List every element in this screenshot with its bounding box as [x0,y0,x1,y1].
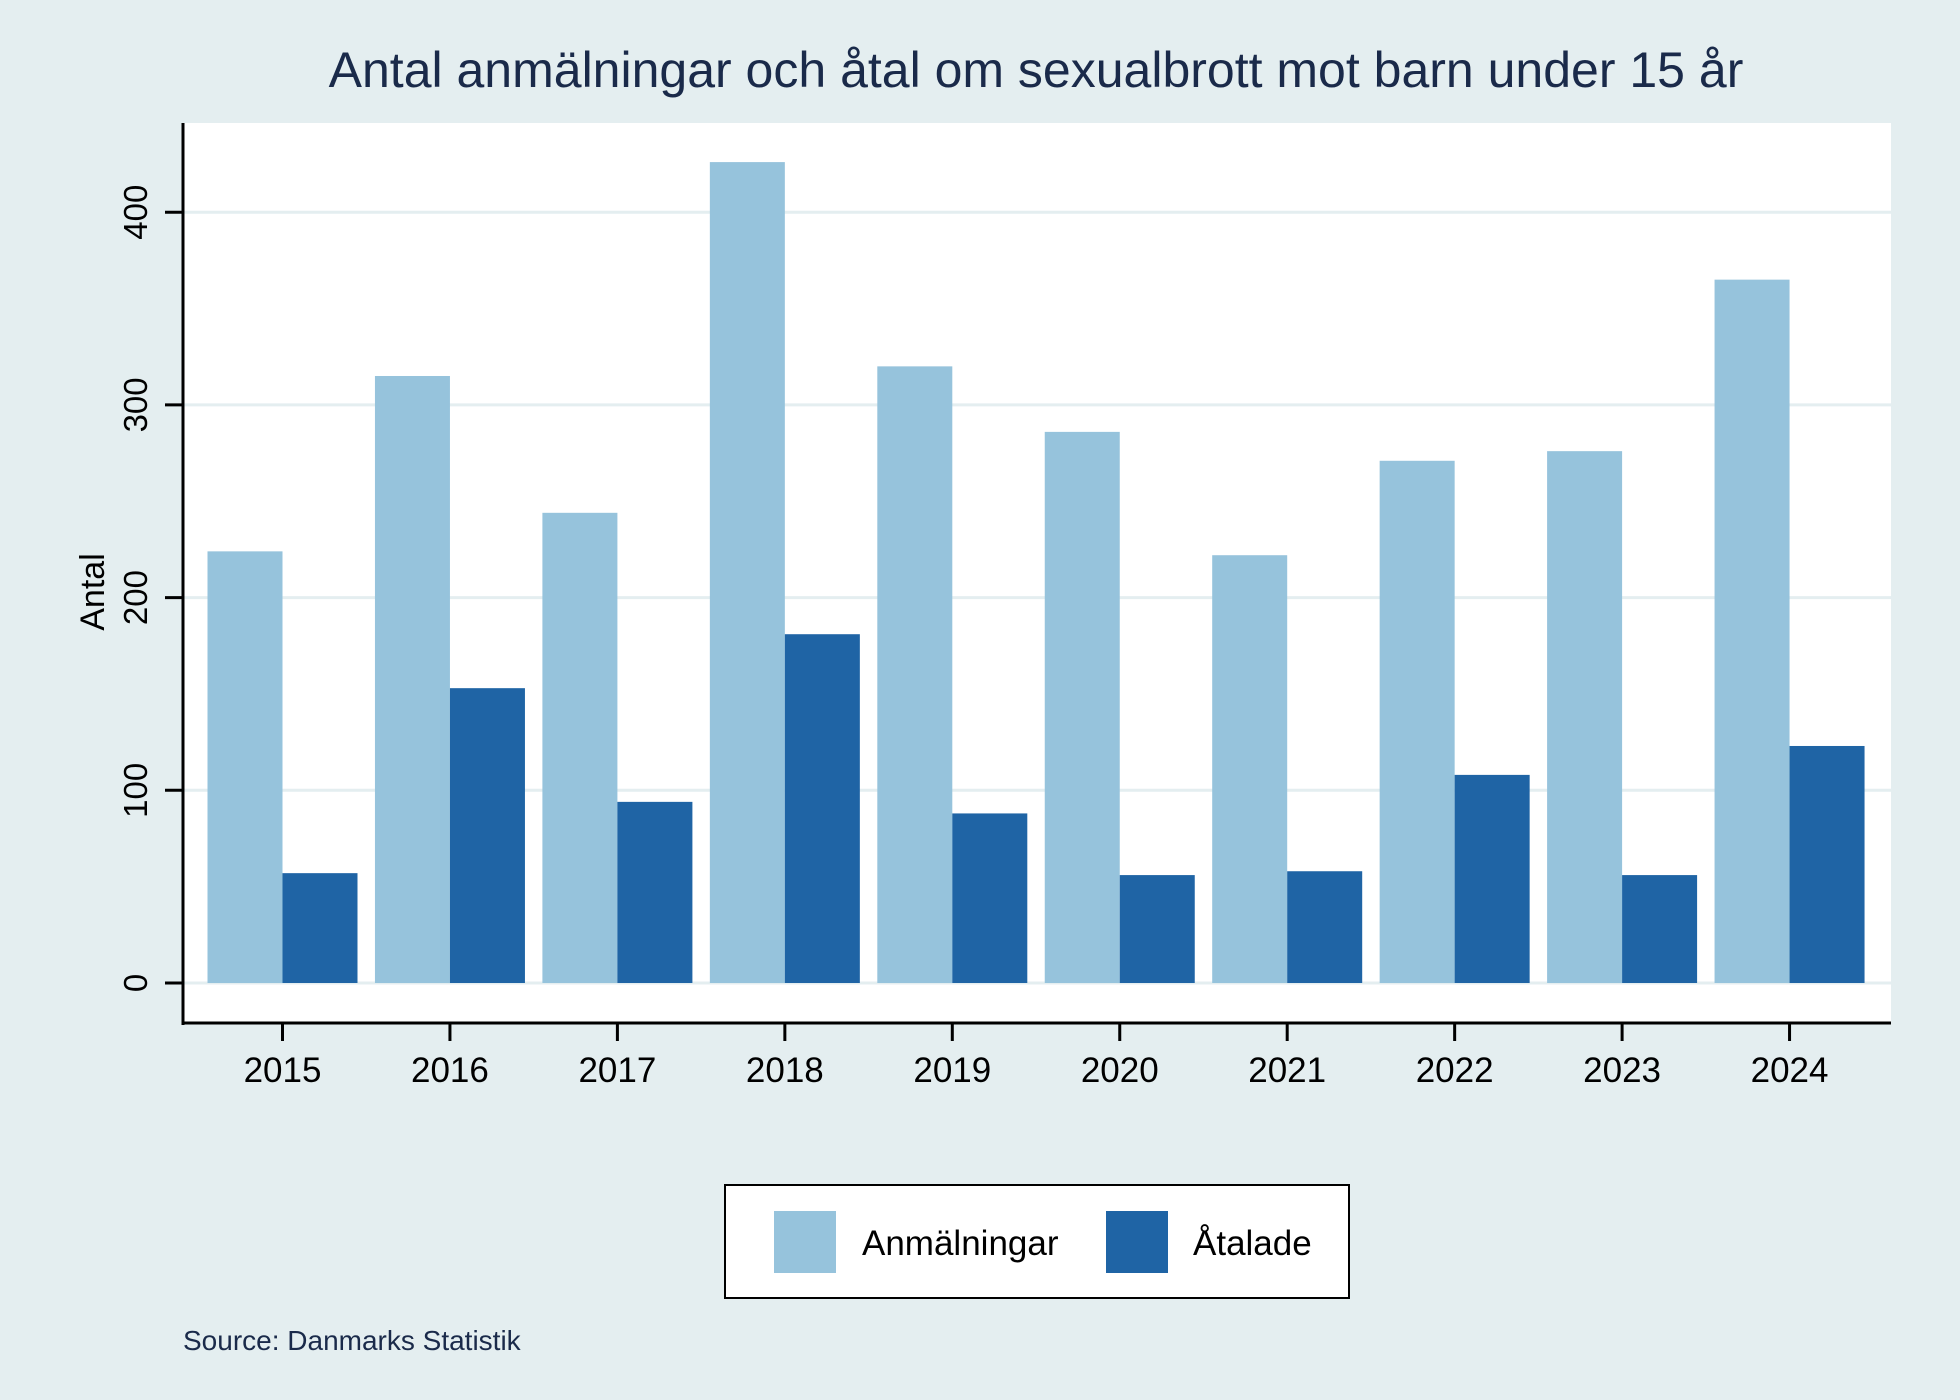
bar-atalade-2017 [617,801,693,983]
y-tick-label-400: 400 [117,185,154,240]
bar-atalade-2024 [1789,745,1865,983]
legend-label-atalade: Åtalade [1193,1224,1312,1263]
legend-label-anmalningar: Anmälningar [862,1224,1059,1263]
y-axis-label: Antal [74,553,112,631]
chart-title: Antal anmälningar och åtal om sexualbrot… [329,42,1744,98]
y-tick-label-100: 100 [117,763,154,818]
bar-anmalningar-2024 [1714,279,1790,983]
bar-anmalningar-2017 [542,512,618,983]
legend-swatch-atalade [1106,1211,1168,1273]
y-tick-label-300: 300 [117,377,154,432]
bar-anmalningar-2021 [1212,555,1288,983]
bar-atalade-2022 [1454,774,1530,983]
x-tick-label-2016: 2016 [411,1051,489,1090]
x-tick-label-2015: 2015 [244,1051,322,1090]
x-tick-label-2020: 2020 [1081,1051,1159,1090]
x-tick-label-2024: 2024 [1751,1051,1829,1090]
x-tick-label-2018: 2018 [746,1051,824,1090]
x-tick-label-2022: 2022 [1416,1051,1494,1090]
bar-atalade-2020 [1119,875,1195,983]
x-tick-label-2019: 2019 [913,1051,991,1090]
legend: Anmälningar Åtalade [724,1184,1350,1299]
bar-anmalningar-2023 [1547,451,1623,983]
bars [207,162,1865,984]
bar-atalade-2018 [784,634,860,983]
bar-atalade-2023 [1622,875,1698,983]
x-tick-label-2021: 2021 [1248,1051,1326,1090]
bar-anmalningar-2022 [1379,460,1455,984]
bar-anmalningar-2018 [709,162,785,983]
x-tick-label-2023: 2023 [1583,1051,1661,1090]
bar-atalade-2016 [449,688,525,983]
y-tick-label-200: 200 [117,570,154,625]
bar-anmalningar-2016 [374,375,450,983]
bar-atalade-2021 [1287,871,1363,983]
x-ticks: 2015 2016 2017 2018 2019 2020 2021 2022 2023 2024 [244,1023,1829,1090]
bar-anmalningar-2019 [877,366,953,983]
bar-anmalningar-2015 [207,551,283,983]
x-tick-label-2017: 2017 [578,1051,656,1090]
source-note: Source: Danmarks Statistik [183,1325,522,1356]
bar-anmalningar-2020 [1044,431,1120,983]
legend-swatch-anmalningar [774,1211,836,1273]
bar-atalade-2015 [282,873,358,983]
y-tick-label-0: 0 [117,974,154,992]
y-ticks: 0 100 200 300 400 [117,185,183,992]
bar-atalade-2019 [952,813,1028,983]
